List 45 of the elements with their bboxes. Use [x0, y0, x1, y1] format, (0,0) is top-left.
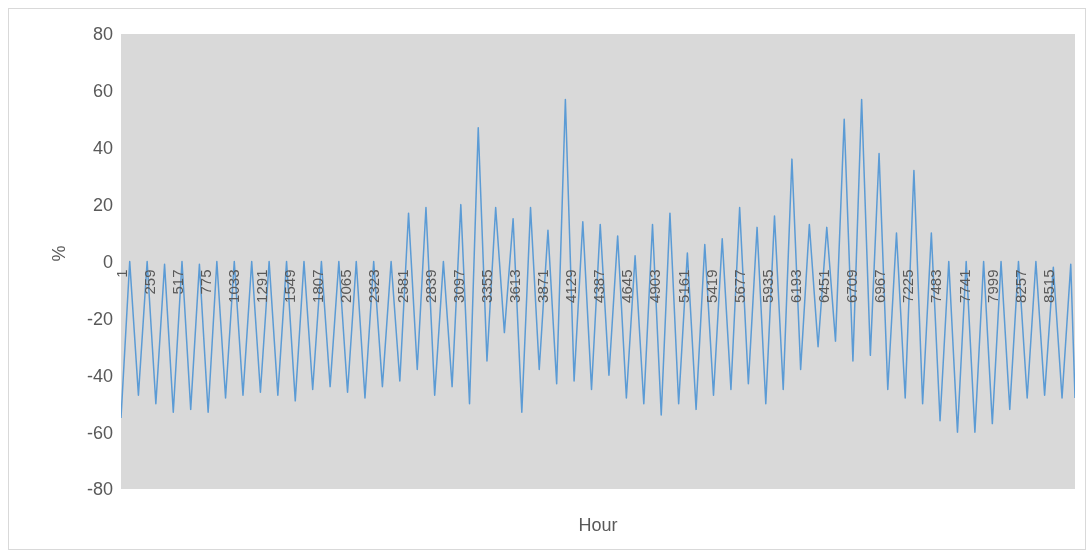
x-tick-label: 1807 [309, 269, 327, 303]
x-tick-label: 1 [112, 269, 130, 278]
x-tick-label: 3871 [534, 269, 552, 303]
x-tick-label: 775 [196, 269, 214, 295]
x-tick-label: 1549 [281, 269, 299, 303]
x-tick-label: 4645 [618, 269, 636, 303]
y-tick-label: 40 [92, 138, 113, 159]
x-tick-label: 4903 [646, 269, 664, 303]
y-tick-label: 0 [102, 251, 113, 272]
x-tick-label: 6967 [871, 269, 889, 303]
y-tick-label: 80 [92, 24, 113, 45]
x-tick-label: 5419 [702, 269, 720, 303]
y-tick-label: -20 [86, 308, 113, 329]
x-tick-label: 7999 [983, 269, 1001, 303]
x-tick-label: 6193 [786, 269, 804, 303]
x-tick-label: 3097 [449, 269, 467, 303]
y-tick-label: -60 [86, 422, 113, 443]
x-tick-label: 4129 [562, 269, 580, 303]
x-tick-label: 4387 [590, 269, 608, 303]
x-tick-label: 5677 [730, 269, 748, 303]
x-tick-label: 1291 [253, 269, 270, 303]
x-tick-label: 2323 [365, 269, 383, 303]
x-tick-label: 8257 [1011, 269, 1029, 303]
x-tick-label: 5935 [758, 269, 776, 303]
x-tick-label: 6709 [843, 269, 861, 303]
y-tick-label: 20 [92, 195, 113, 216]
x-axis-title: Hour [578, 515, 618, 535]
x-tick-label: 2839 [421, 269, 439, 303]
y-tick-label: 60 [92, 81, 113, 102]
x-tick-label: 8515 [1039, 269, 1057, 303]
x-tick-label: 1033 [224, 269, 242, 303]
x-tick-label: 5161 [674, 269, 692, 303]
x-tick-label: 2065 [337, 269, 355, 303]
x-tick-label: 3613 [505, 269, 523, 303]
x-tick-label: 6451 [815, 269, 833, 303]
x-tick-label: 7225 [899, 269, 917, 303]
y-axis-title: % [49, 245, 70, 262]
x-tick-label: 2581 [393, 269, 411, 303]
x-tick-label: 3355 [477, 269, 495, 303]
y-tick-label: -80 [86, 479, 113, 500]
y-tick-label: -40 [86, 365, 113, 386]
x-tick-label: 7741 [955, 269, 973, 303]
x-tick-label: 7483 [927, 269, 945, 303]
x-tick-label: 259 [140, 269, 158, 295]
x-tick-label: 517 [168, 269, 186, 295]
